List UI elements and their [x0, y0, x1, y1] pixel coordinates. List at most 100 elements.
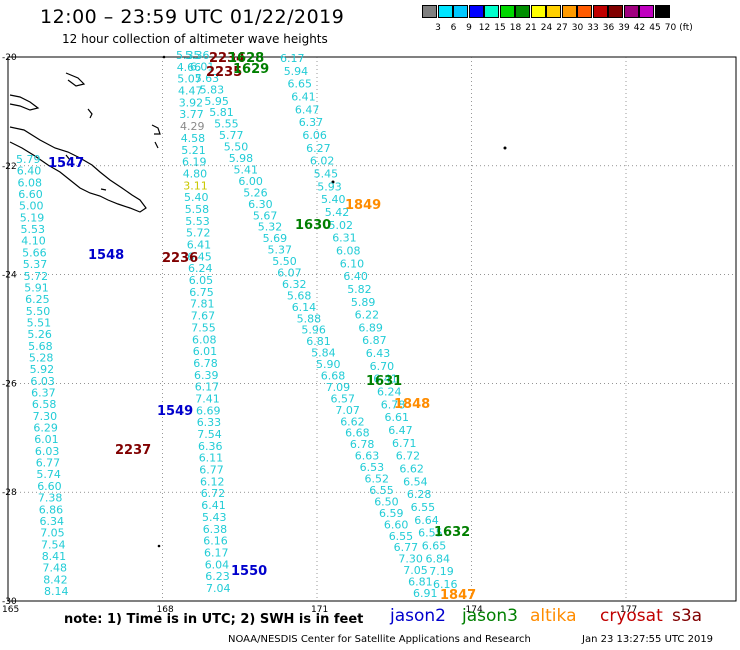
swh-value: 6.16 [203, 535, 228, 548]
pass-time-label: 1547 [48, 156, 84, 171]
small-islands [157, 55, 507, 548]
swh-value: 6.36 [198, 440, 223, 453]
swh-value: 7.55 [191, 321, 216, 334]
swh-value: 6.72 [201, 487, 226, 500]
swh-value: 6.77 [199, 464, 224, 477]
legend-entry-jason3: jason3 [462, 606, 518, 626]
lat-label: -28 [2, 488, 17, 498]
colorbar-swatch [453, 5, 468, 18]
swh-value: 7.38 [38, 492, 63, 505]
swh-value: 6.59 [379, 507, 404, 520]
colorbar-swatch [639, 5, 654, 18]
swh-value: 6.81 [306, 335, 331, 348]
swh-value: 6.61 [385, 411, 410, 424]
swh-value: 6.29 [33, 422, 58, 435]
swh-value: 5.93 [317, 180, 342, 193]
colorbar-label: 27 [556, 23, 568, 33]
swh-value: 6.78 [350, 438, 375, 451]
swh-value: 6.08 [18, 176, 43, 189]
swh-value: 6.60 [37, 480, 62, 493]
swh-value: 6.77 [36, 457, 61, 470]
swh-value: 5.92 [30, 363, 54, 376]
swh-value: 5.35 [176, 49, 201, 62]
swh-value: 6.05 [189, 274, 214, 287]
colorbar-label: 24 [540, 23, 553, 33]
swh-value: 8.42 [43, 573, 67, 586]
colorbar-label: 39 [618, 23, 630, 33]
swh-value: 5.41 [234, 164, 259, 177]
swh-value: 6.53 [360, 461, 385, 474]
swh-value: 5.36 [185, 49, 210, 62]
colorbar-label: 36 [602, 23, 615, 33]
swh-value: 6.68 [345, 427, 370, 440]
swh-value: 7.30 [398, 553, 423, 566]
swh-value: 5.81 [209, 106, 234, 119]
swh-value: 7.07 [335, 404, 360, 417]
swh-value: 5.58 [185, 203, 210, 216]
swh-value: 6.01 [190, 60, 215, 73]
swh-value: 6.14 [292, 301, 317, 314]
swh-value: 5.66 [22, 246, 46, 259]
legend-entry-jason2: jason2 [390, 606, 446, 626]
lon-label: 168 [157, 605, 174, 615]
swh-value: 6.62 [399, 463, 424, 476]
swh-value: 7.05 [40, 527, 64, 540]
swh-value: 6.65 [288, 78, 313, 91]
pass-time-label: 2237 [115, 443, 151, 458]
swh-value: 7.54 [197, 428, 222, 441]
swh-value: 6.78 [381, 398, 406, 411]
pass-time-label: 1847 [440, 588, 476, 603]
swh-value: 6.37 [299, 116, 324, 129]
map-title: 12:00 – 23:59 UTC 01/22/2019 [40, 6, 345, 28]
swh-value: 5.72 [186, 227, 211, 240]
swh-value: 5.37 [23, 258, 48, 271]
swh-value: 6.70 [370, 360, 395, 373]
swh-value: 6.40 [343, 270, 368, 283]
lat-label: -30 [2, 597, 17, 607]
swh-value: 5.68 [287, 289, 312, 302]
swh-value: 6.38 [203, 523, 228, 536]
pass-time-label: 2236 [162, 251, 198, 266]
colorbar-label: 33 [587, 23, 599, 33]
swh-value: 6.55 [389, 530, 414, 543]
swh-value: 7.54 [41, 538, 66, 551]
swh-value: 5.50 [224, 141, 249, 154]
swh-value: 6.60 [18, 188, 43, 201]
legend-entry-s3a: s3a [672, 606, 703, 626]
colorbar-label: 3 [435, 23, 441, 33]
swh-value: 6.08 [336, 244, 361, 257]
swh-value: 6.03 [35, 445, 60, 458]
swh-value: 6.47 [295, 103, 320, 116]
swh-value: 6.41 [201, 499, 226, 512]
legend-entry-altika: altika [530, 606, 577, 626]
swh-value: 6.81 [408, 576, 433, 589]
colorbar-label: 42 [633, 23, 646, 33]
swh-value: 4.58 [181, 132, 206, 145]
swh-value: 7.41 [195, 393, 220, 406]
swh-value: 6.30 [248, 198, 273, 211]
swh-value: 6.47 [388, 424, 413, 437]
pass-time-label: 1548 [88, 248, 124, 263]
swh-value: 6.04 [205, 558, 230, 571]
colorbar-label: 18 [509, 23, 522, 33]
swh-value: 5.40 [184, 191, 209, 204]
swh-value: 5.42 [325, 206, 350, 219]
swh-value: 6.10 [340, 257, 365, 270]
colorbar-label: 21 [525, 23, 537, 33]
swh-value: 5.74 [36, 468, 61, 481]
swh-value: 6.72 [396, 450, 421, 463]
pass-time-label: 1848 [394, 397, 430, 412]
swh-value: 5.28 [29, 352, 54, 365]
swh-value: 6.78 [193, 357, 218, 370]
swh-value: 5.45 [314, 168, 339, 181]
swh-value: 3.92 [179, 96, 204, 109]
swh-value: 6.33 [197, 416, 222, 429]
pass-time-label: 1628 [228, 51, 264, 66]
swh-value: 5.50 [272, 255, 297, 268]
colorbar-label: 9 [466, 23, 472, 33]
swh-value: 6.06 [302, 129, 327, 142]
colorbar-swatch [608, 5, 623, 18]
map-frame [7, 56, 737, 602]
swh-value: 7.19 [429, 565, 454, 578]
